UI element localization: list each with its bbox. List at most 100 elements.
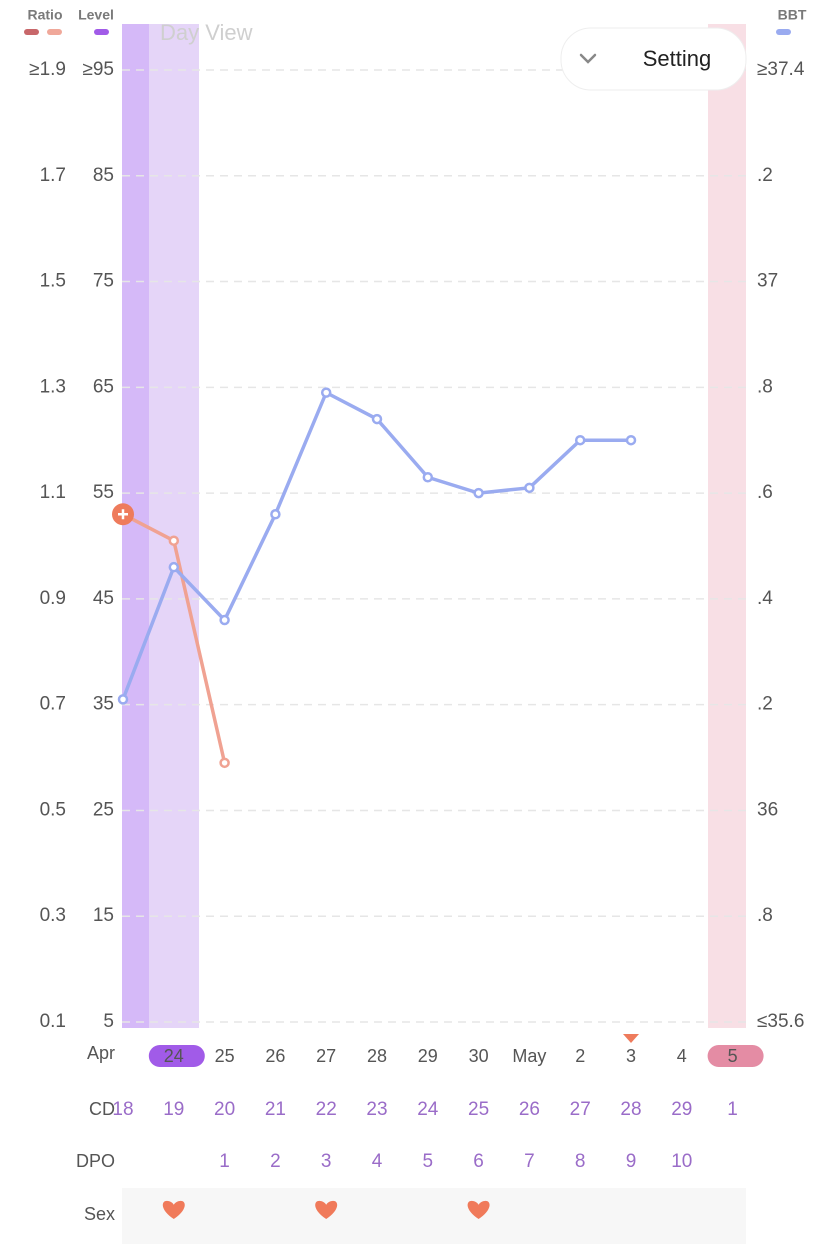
point	[371, 413, 383, 425]
y-tick-label: 55	[93, 482, 114, 503]
y-tick-label: 85	[93, 165, 114, 186]
y-tick-label: 1.7	[40, 165, 66, 186]
date-label: 27	[316, 1046, 336, 1066]
legend-label: Level	[78, 7, 114, 23]
heart-icon	[467, 1200, 490, 1219]
point	[168, 561, 180, 573]
dpo-label: 1	[219, 1151, 230, 1172]
y-tick-label: 5	[103, 1011, 114, 1032]
dpo-label: 5	[423, 1151, 434, 1172]
next-period-band	[708, 24, 746, 1028]
legend-label: Ratio	[28, 7, 63, 23]
sex-row-bg	[122, 1188, 746, 1244]
y-tick-label: 75	[93, 271, 114, 292]
cd-label: 20	[214, 1099, 235, 1120]
dpo-label: 7	[524, 1151, 535, 1172]
y-tick-label: ≥37.4	[757, 59, 805, 80]
dpo-label: 6	[473, 1151, 484, 1172]
date-label: 5	[728, 1046, 738, 1066]
y-tick-label: 65	[93, 376, 114, 397]
date-label: May	[512, 1046, 546, 1066]
cd-label: 24	[417, 1099, 439, 1120]
cd-label: 28	[620, 1099, 641, 1120]
date-label: 2	[575, 1046, 585, 1066]
y-tick-label: ≤35.6	[757, 1011, 804, 1032]
y-tick-label: .4	[757, 588, 773, 609]
y-tick-label: .6	[757, 482, 773, 503]
cd-label: 29	[671, 1099, 692, 1120]
point	[219, 614, 230, 626]
point	[422, 471, 434, 483]
cd-label: 26	[519, 1099, 540, 1120]
heart-icon	[315, 1200, 338, 1219]
cd-label: 19	[163, 1099, 184, 1120]
y-tick-label: 0.5	[40, 799, 66, 820]
point	[473, 487, 484, 499]
today-marker	[623, 1034, 639, 1043]
row-label: CD	[89, 1099, 115, 1119]
plus-icon	[118, 509, 128, 520]
date-label: 28	[367, 1046, 387, 1066]
setting-button[interactable]: Setting	[560, 27, 747, 91]
row-label: Apr	[87, 1043, 115, 1063]
point	[625, 434, 637, 446]
cd-label: 27	[570, 1099, 591, 1120]
point	[219, 757, 230, 769]
view-label: Day View	[160, 20, 253, 45]
y-tick-label: 15	[93, 905, 114, 926]
date-label: 26	[265, 1046, 285, 1066]
legend-swatch	[94, 29, 109, 35]
point	[574, 434, 586, 446]
dpo-label: 10	[671, 1151, 692, 1172]
point	[524, 482, 535, 494]
y-tick-label: 35	[93, 694, 114, 715]
cd-label: 22	[316, 1099, 337, 1120]
y-tick-label: 25	[93, 799, 114, 820]
y-tick-label: .2	[757, 694, 773, 715]
button-bg[interactable]	[560, 27, 747, 91]
date-label: 3	[626, 1046, 636, 1066]
y-tick-label: ≥1.9	[29, 59, 66, 80]
heart-icon	[162, 1200, 185, 1219]
y-tick-label: 0.3	[40, 905, 66, 926]
dpo-label: 9	[626, 1151, 637, 1172]
date-label: 29	[418, 1046, 438, 1066]
point	[168, 535, 180, 546]
y-tick-label: 1.1	[40, 482, 66, 503]
date-label: 25	[215, 1046, 235, 1066]
y-tick-label: 37	[757, 271, 778, 292]
dpo-label: 8	[575, 1151, 586, 1172]
fertile-band	[149, 24, 199, 1028]
y-tick-label: 0.1	[40, 1011, 66, 1032]
row-label: Sex	[84, 1204, 115, 1224]
row-label: DPO	[76, 1151, 115, 1171]
y-tick-label: .8	[757, 376, 773, 397]
cd-label: 21	[265, 1099, 286, 1120]
y-tick-label: 36	[757, 799, 778, 820]
y-tick-label: 1.3	[40, 376, 66, 397]
y-tick-label: ≥95	[82, 59, 114, 80]
dpo-label: 4	[372, 1151, 383, 1172]
chevron-icon[interactable]	[579, 53, 597, 64]
dpo-label: 3	[321, 1151, 332, 1172]
legend-swatch	[47, 29, 62, 35]
dpo-label: 2	[270, 1151, 281, 1172]
date-label: 4	[677, 1046, 687, 1066]
point	[117, 694, 129, 705]
point	[270, 509, 281, 520]
date-label: 30	[469, 1046, 489, 1066]
button-label[interactable]: Setting	[643, 46, 712, 71]
date-label: 24	[164, 1046, 184, 1066]
y-tick-label: 0.9	[40, 588, 66, 609]
point	[320, 387, 332, 398]
legend-label: BBT	[778, 7, 807, 23]
y-tick-label: 45	[93, 588, 114, 609]
y-tick-label: 1.5	[40, 271, 66, 292]
cd-label: 18	[112, 1099, 133, 1120]
legend-swatch	[24, 29, 39, 35]
y-tick-label: 0.7	[40, 694, 66, 715]
legend-swatch	[776, 29, 791, 35]
y-tick-label: .2	[757, 165, 773, 186]
y-tick-label: .8	[757, 905, 773, 926]
